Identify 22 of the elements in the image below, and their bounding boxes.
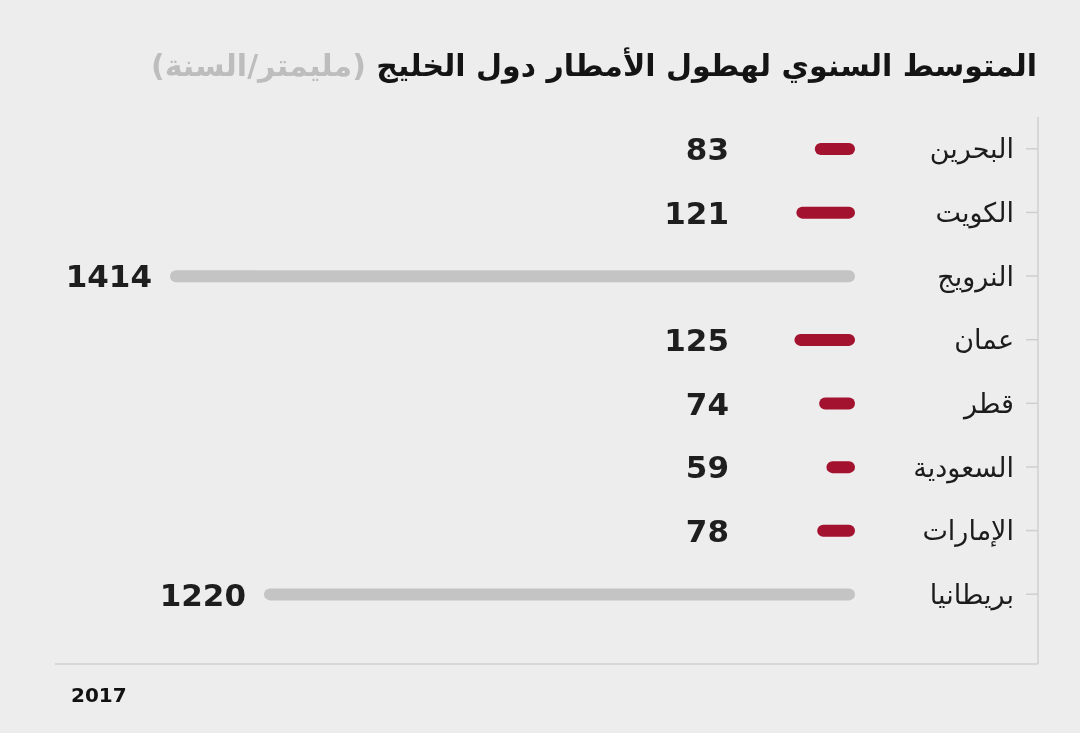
y-tick-label: البحرين (929, 133, 1014, 166)
chart-title: المتوسط السنوي لهطول الأمطار دول الخليج (376, 48, 1037, 83)
bar (794, 333, 855, 346)
y-tick-label: عمان (954, 324, 1014, 356)
bar (170, 270, 855, 283)
data-label: 121 (664, 194, 729, 231)
text: 2017 (71, 683, 127, 707)
bar (796, 206, 855, 219)
y-tick-label: الإمارات (922, 515, 1014, 548)
y-tick-label: بريطانيا (929, 578, 1014, 611)
data-label: 83 (685, 131, 729, 168)
y-tick-label: قطر (962, 387, 1014, 420)
bar (263, 588, 855, 601)
data-label: 78 (685, 512, 729, 549)
y-tick-label: النرويج (937, 260, 1014, 293)
data-label: 74 (685, 385, 729, 422)
data-label: 1414 (65, 258, 152, 295)
y-tick-label: الكويت (935, 197, 1014, 230)
data-label: 125 (664, 322, 729, 359)
data-label: 1220 (159, 576, 246, 613)
data-label: 59 (685, 449, 729, 486)
y-tick-label: السعودية (913, 451, 1014, 484)
